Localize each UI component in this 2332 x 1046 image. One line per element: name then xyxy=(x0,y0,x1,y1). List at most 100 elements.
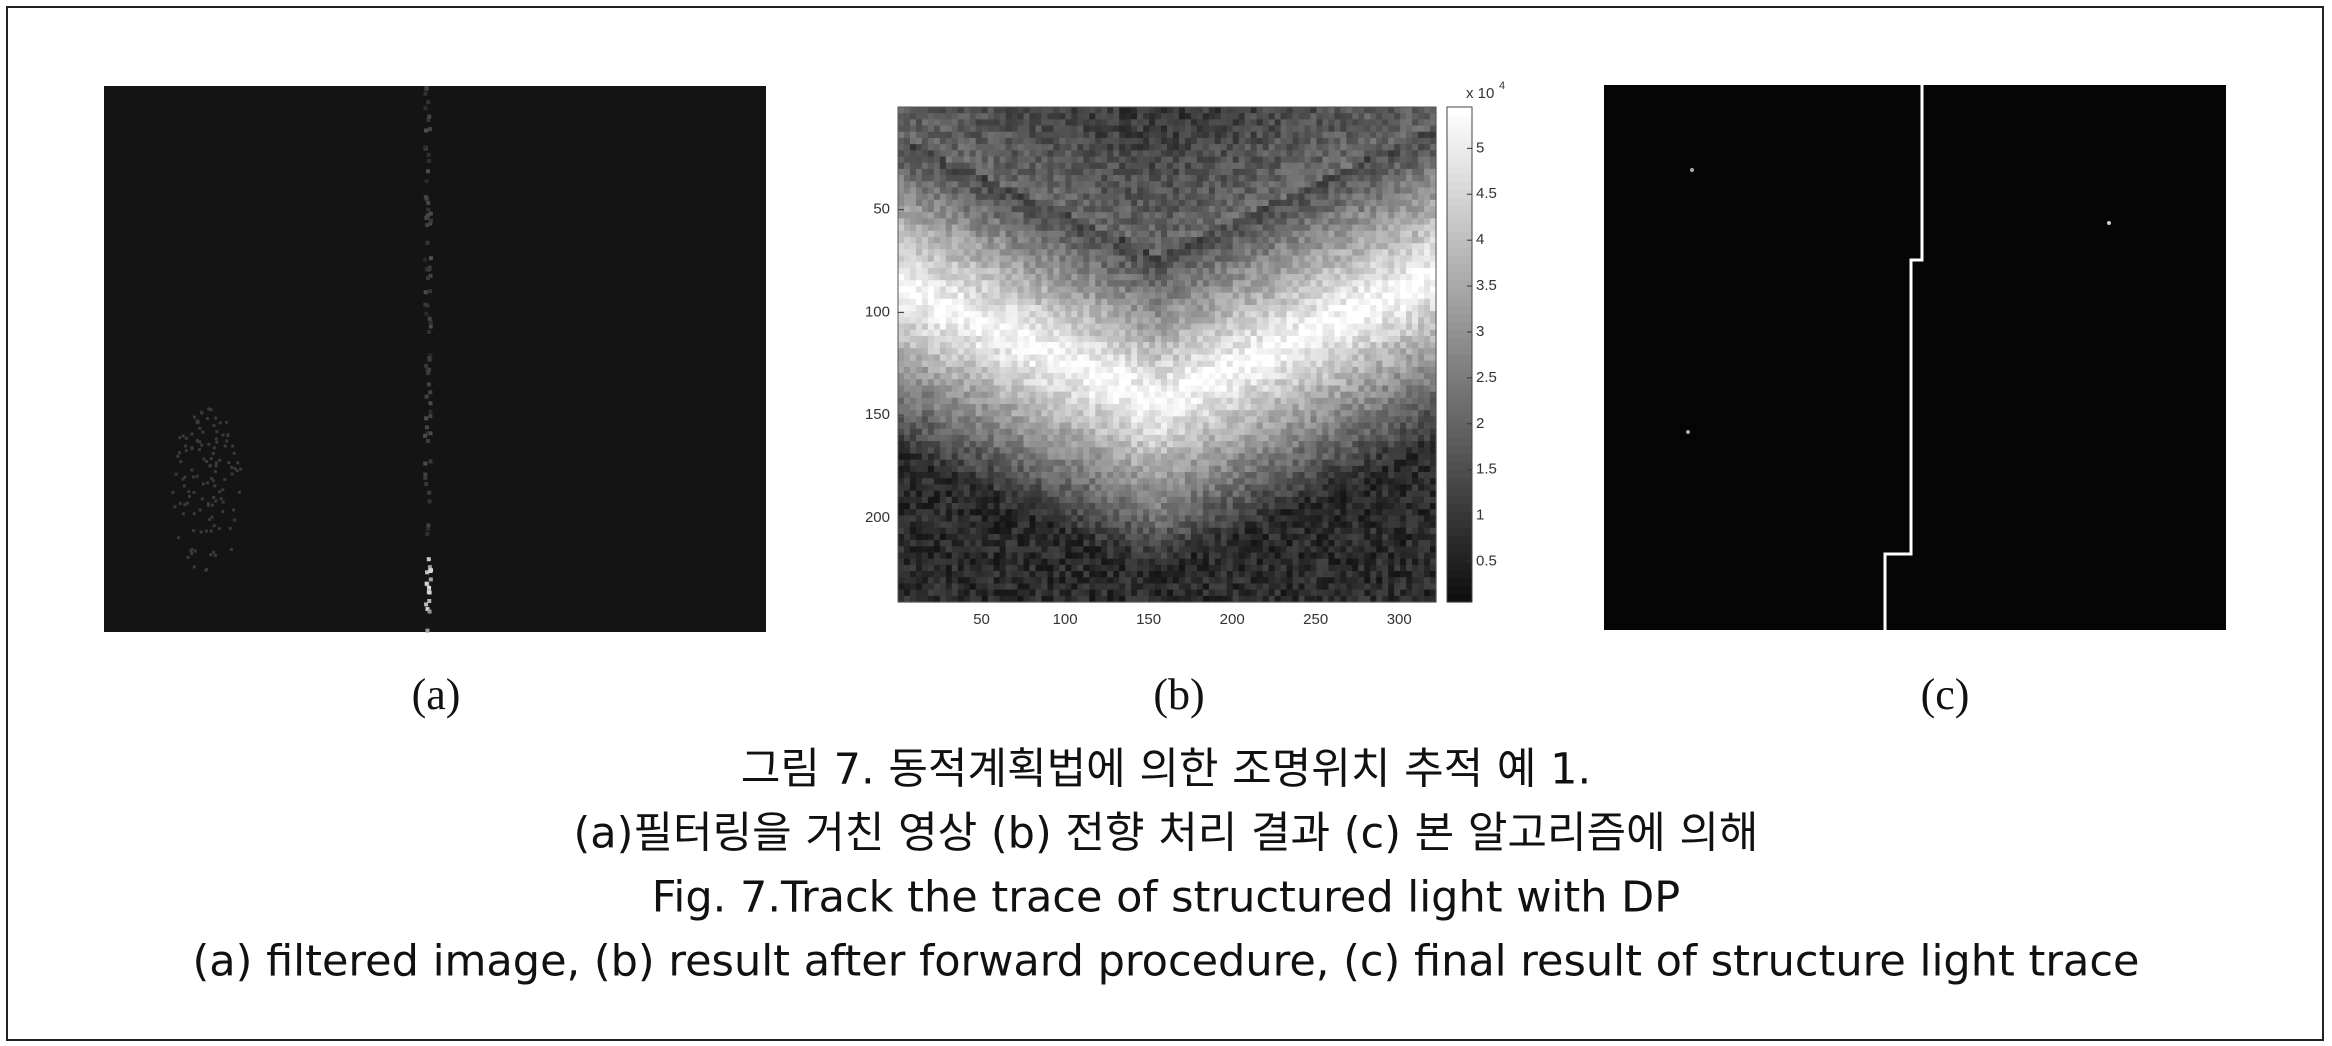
heat-cell xyxy=(1155,348,1162,355)
heat-cell xyxy=(1394,286,1401,293)
heat-cell xyxy=(1346,132,1353,139)
heat-cell xyxy=(1346,237,1353,244)
heat-cell xyxy=(1412,280,1419,287)
heat-cell xyxy=(1269,132,1276,139)
heat-cell xyxy=(1275,293,1282,300)
heat-cell xyxy=(1065,150,1072,157)
heat-cell xyxy=(1388,157,1395,164)
heat-cell xyxy=(1203,231,1210,238)
heat-cell xyxy=(910,256,917,263)
heat-cell xyxy=(1370,113,1377,120)
noise-dot xyxy=(429,431,433,435)
heat-cell xyxy=(970,138,977,145)
heat-cell xyxy=(1412,132,1419,139)
heat-cell xyxy=(1137,107,1144,114)
heat-cell xyxy=(904,398,911,405)
heat-cell xyxy=(1209,355,1216,362)
heat-cell xyxy=(928,138,935,145)
heat-cell xyxy=(1167,398,1174,405)
heat-cell xyxy=(1161,385,1168,392)
heat-cell xyxy=(1018,206,1025,213)
heat-cell xyxy=(910,231,917,238)
heat-cell xyxy=(1095,293,1102,300)
heat-cell xyxy=(1233,256,1240,263)
heat-cell xyxy=(1257,355,1264,362)
heat-cell xyxy=(1083,311,1090,318)
heat-cell xyxy=(1257,181,1264,188)
heat-cell xyxy=(1227,218,1234,225)
heat-cell xyxy=(1149,231,1156,238)
heat-cell xyxy=(1406,231,1413,238)
heat-cell xyxy=(946,423,953,430)
heat-cell xyxy=(982,113,989,120)
heat-cell xyxy=(1394,280,1401,287)
heat-cell xyxy=(1227,311,1234,318)
heat-cell xyxy=(988,243,995,250)
heat-cell xyxy=(976,367,983,374)
heat-cell xyxy=(922,293,929,300)
heat-cell xyxy=(1041,163,1048,170)
heat-cell xyxy=(1287,423,1294,430)
heat-cell xyxy=(1089,107,1096,114)
heat-cell xyxy=(1089,225,1096,232)
heat-cell xyxy=(916,355,923,362)
heat-cell xyxy=(1310,361,1317,368)
heat-cell xyxy=(1095,119,1102,126)
heat-cell xyxy=(1095,126,1102,133)
heat-cell xyxy=(1340,243,1347,250)
heat-cell xyxy=(1275,268,1282,275)
heat-cell xyxy=(1018,169,1025,176)
heat-cell xyxy=(1179,225,1186,232)
heat-cell xyxy=(1322,367,1329,374)
heat-cell xyxy=(1083,169,1090,176)
heat-cell xyxy=(988,126,995,133)
heat-cell xyxy=(928,237,935,244)
heat-cell xyxy=(1334,330,1341,337)
heat-cell xyxy=(1334,206,1341,213)
heat-cell xyxy=(1412,385,1419,392)
heat-cell xyxy=(934,373,941,380)
heat-cell xyxy=(1149,404,1156,411)
heat-cell xyxy=(1263,429,1270,436)
heat-cell xyxy=(1179,206,1186,213)
heat-cell xyxy=(1346,187,1353,194)
heat-cell xyxy=(1376,113,1383,120)
heat-cell xyxy=(1077,126,1084,133)
heat-cell xyxy=(1358,225,1365,232)
heat-cell xyxy=(1364,256,1371,263)
heat-cell xyxy=(976,249,983,256)
heat-cell xyxy=(1047,429,1054,436)
heat-cell xyxy=(1041,398,1048,405)
heat-cell xyxy=(940,218,947,225)
heat-cell xyxy=(1173,237,1180,244)
heat-cell xyxy=(1316,355,1323,362)
heat-cell xyxy=(1059,107,1066,114)
heat-cell xyxy=(1221,231,1228,238)
heat-cell xyxy=(1275,169,1282,176)
heat-cell xyxy=(1275,429,1282,436)
heat-cell xyxy=(1000,126,1007,133)
heat-cell xyxy=(1197,138,1204,145)
heat-cell xyxy=(1119,132,1126,139)
heat-cell xyxy=(1143,274,1150,281)
heat-cell xyxy=(1041,373,1048,380)
heat-cell xyxy=(1018,107,1025,114)
heat-cell xyxy=(1281,423,1288,430)
heat-cell xyxy=(1364,311,1371,318)
heat-cell xyxy=(1227,150,1234,157)
heat-cell xyxy=(1113,398,1120,405)
heat-cell xyxy=(1018,237,1025,244)
heat-cell xyxy=(1101,305,1108,312)
heat-cell xyxy=(1263,249,1270,256)
heat-cell xyxy=(1263,299,1270,306)
heat-cell xyxy=(1059,324,1066,331)
noise-dot xyxy=(176,455,179,458)
heat-cell xyxy=(970,225,977,232)
heat-cell xyxy=(952,398,959,405)
heat-cell xyxy=(1275,194,1282,201)
heat-cell xyxy=(1394,355,1401,362)
heat-cell xyxy=(988,305,995,312)
heat-cell xyxy=(934,119,941,126)
heat-cell xyxy=(958,256,965,263)
heat-cell xyxy=(910,373,917,380)
